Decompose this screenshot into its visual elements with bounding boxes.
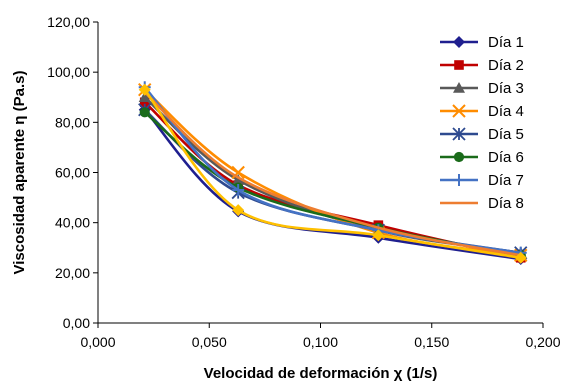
series-line: [143, 88, 521, 260]
legend-entry: Día 2: [440, 57, 524, 74]
data-point: [139, 107, 150, 118]
series-1: [138, 103, 527, 266]
legend-label: Día 6: [488, 149, 524, 166]
data-point: [372, 229, 385, 242]
legend-entry: Día 5: [440, 126, 524, 143]
data-point: [454, 60, 464, 70]
data-point: [453, 82, 465, 93]
y-tick-label: 100,00: [47, 64, 90, 80]
legend-label: Día 4: [488, 103, 524, 120]
data-point: [453, 36, 465, 48]
data-point: [232, 184, 245, 197]
legend-label: Día 8: [488, 195, 524, 212]
y-tick-label: 0,00: [63, 315, 90, 331]
y-tick-label: 20,00: [55, 265, 90, 281]
legend-entry: Día 4: [440, 103, 524, 120]
data-point: [232, 204, 245, 217]
x-axis-title: Velocidad de deformación χ (1/s): [204, 365, 438, 382]
series-line: [143, 108, 521, 261]
legend-entry: Día 1: [440, 34, 524, 51]
series-extra: [138, 83, 527, 264]
y-tick-label: 80,00: [55, 114, 90, 130]
data-point: [452, 104, 466, 118]
legend: Día 1 Día 2 Día 3 Día 4 Día 5 Día 6 Día 7 Día 8: [440, 34, 524, 212]
x-tick-label: 0,150: [414, 334, 449, 350]
data-point: [514, 251, 527, 264]
x-tick-labels: 0,000 0,050 0,100 0,150 0,200: [80, 323, 561, 350]
data-point: [138, 91, 151, 103]
data-point: [453, 174, 465, 186]
data-point: [232, 174, 245, 185]
legend-entry: Día 7: [440, 172, 524, 189]
series-layer: [138, 81, 528, 266]
y-tick-label: 120,00: [47, 14, 90, 30]
y-tick-labels: 0,00 20,00 40,00 60,00 80,00 100,00 120,00: [47, 14, 98, 331]
series-line: [143, 91, 521, 257]
data-point: [453, 151, 465, 163]
series-8: [143, 91, 521, 257]
y-tick-label: 60,00: [55, 165, 90, 181]
legend-entry: Día 3: [440, 80, 524, 97]
legend-entry: Día 8: [440, 195, 524, 212]
x-tick-label: 0,050: [192, 334, 227, 350]
legend-label: Día 1: [488, 34, 524, 51]
legend-label: Día 7: [488, 172, 524, 189]
legend-label: Día 2: [488, 57, 524, 74]
legend-entry: Día 6: [440, 149, 524, 166]
series-6: [139, 107, 526, 261]
legend-label: Día 5: [488, 126, 524, 143]
x-tick-label: 0,200: [525, 334, 560, 350]
legend-label: Día 3: [488, 80, 524, 97]
y-axis-title: Viscosidad aparente η (Pa.s): [11, 71, 28, 275]
data-point: [452, 127, 466, 141]
x-tick-label: 0,100: [303, 334, 338, 350]
data-point: [138, 83, 151, 96]
data-point: [139, 97, 150, 108]
y-tick-label: 40,00: [55, 215, 90, 231]
x-tick-label: 0,000: [80, 334, 115, 350]
